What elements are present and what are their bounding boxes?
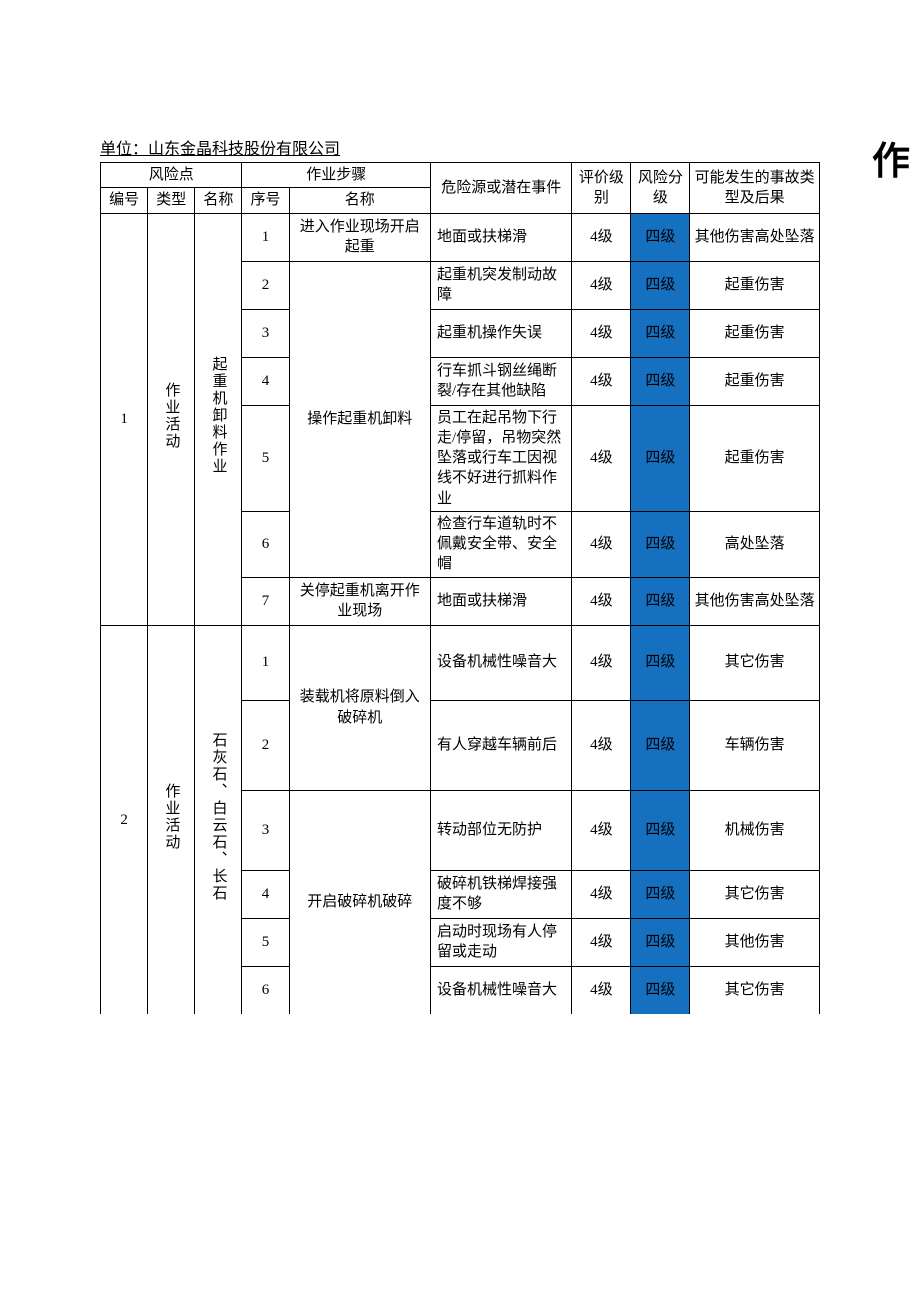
cell-eval: 4级 — [572, 261, 631, 309]
cell-eval: 4级 — [572, 870, 631, 918]
cell-seq: 5 — [242, 405, 289, 511]
table-row: 1作业活动起重机卸料作业1进入作业现场开启起重地面或扶梯滑4级四级其他伤害高处坠… — [101, 213, 820, 261]
hdr-risk: 风险分级 — [631, 163, 690, 214]
cell-conseq: 起重伤害 — [690, 357, 820, 405]
hdr-eval: 评价级别 — [572, 163, 631, 214]
cell-eval: 4级 — [572, 700, 631, 790]
cell-eval: 4级 — [572, 625, 631, 700]
cell-hazard: 地面或扶梯滑 — [431, 577, 572, 625]
cell-conseq: 其他伤害高处坠落 — [690, 213, 820, 261]
cell-risk: 四级 — [631, 405, 690, 511]
cell-hazard: 员工在起吊物下行走/停留，吊物突然坠落或行车工因视线不好进行抓料作业 — [431, 405, 572, 511]
cell-seq: 1 — [242, 213, 289, 261]
cell-step: 进入作业现场开启起重 — [289, 213, 430, 261]
cell-name: 石灰石、白云石、长石 — [195, 625, 242, 1014]
cell-eval: 4级 — [572, 213, 631, 261]
cell-risk: 四级 — [631, 577, 690, 625]
cell-risk: 四级 — [631, 309, 690, 357]
cell-eval: 4级 — [572, 966, 631, 1014]
hdr-name: 名称 — [195, 188, 242, 213]
cell-seq: 6 — [242, 966, 289, 1014]
cell-hazard: 地面或扶梯滑 — [431, 213, 572, 261]
hdr-hazard: 危险源或潜在事件 — [431, 163, 572, 214]
cell-step: 关停起重机离开作业现场 — [289, 577, 430, 625]
cell-risk: 四级 — [631, 790, 690, 870]
cell-seq: 3 — [242, 790, 289, 870]
cell-conseq: 机械伤害 — [690, 790, 820, 870]
hdr-conseq: 可能发生的事故类型及后果 — [690, 163, 820, 214]
cell-hazard: 设备机械性噪音大 — [431, 625, 572, 700]
cell-hazard: 行车抓斗钢丝绳断裂/存在其他缺陷 — [431, 357, 572, 405]
cell-seq: 1 — [242, 625, 289, 700]
cell-seq: 3 — [242, 309, 289, 357]
cell-conseq: 起重伤害 — [690, 309, 820, 357]
cell-type: 作业活动 — [148, 625, 195, 1014]
hdr-type: 类型 — [148, 188, 195, 213]
cell-eval: 4级 — [572, 511, 631, 577]
table-body: 1作业活动起重机卸料作业1进入作业现场开启起重地面或扶梯滑4级四级其他伤害高处坠… — [101, 213, 820, 1014]
hdr-step-name: 名称 — [289, 188, 430, 213]
cell-hazard: 破碎机铁梯焊接强度不够 — [431, 870, 572, 918]
cell-risk: 四级 — [631, 357, 690, 405]
cell-eval: 4级 — [572, 357, 631, 405]
cell-conseq: 其它伤害 — [690, 966, 820, 1014]
cell-risk: 四级 — [631, 966, 690, 1014]
cell-conseq: 起重伤害 — [690, 405, 820, 511]
cell-risk: 四级 — [631, 625, 690, 700]
cell-conseq: 车辆伤害 — [690, 700, 820, 790]
unit-name: 山东金晶科技股份有限公司 — [148, 141, 340, 158]
risk-table: 风险点 作业步骤 危险源或潜在事件 评价级别 风险分级 可能发生的事故类型及后果… — [100, 162, 820, 1014]
table-header: 风险点 作业步骤 危险源或潜在事件 评价级别 风险分级 可能发生的事故类型及后果… — [101, 163, 820, 214]
unit-line: 单位：山东金晶科技股份有限公司 — [100, 135, 920, 159]
cell-eval: 4级 — [572, 918, 631, 966]
cell-eval: 4级 — [572, 790, 631, 870]
cell-hazard: 有人穿越车辆前后 — [431, 700, 572, 790]
cell-no: 1 — [101, 213, 148, 625]
cell-step: 装载机将原料倒入破碎机 — [289, 625, 430, 790]
cell-risk: 四级 — [631, 918, 690, 966]
cell-risk: 四级 — [631, 261, 690, 309]
cell-conseq: 高处坠落 — [690, 511, 820, 577]
cell-eval: 4级 — [572, 405, 631, 511]
cell-hazard: 起重机突发制动故障 — [431, 261, 572, 309]
cell-seq: 4 — [242, 357, 289, 405]
cell-hazard: 检查行车道轨时不佩戴安全带、安全帽 — [431, 511, 572, 577]
cell-seq: 7 — [242, 577, 289, 625]
cell-hazard: 启动时现场有人停留或走动 — [431, 918, 572, 966]
hdr-work-step: 作业步骤 — [242, 163, 431, 188]
cell-step: 操作起重机卸料 — [289, 261, 430, 577]
cell-seq: 2 — [242, 700, 289, 790]
cell-seq: 4 — [242, 870, 289, 918]
cell-conseq: 其它伤害 — [690, 625, 820, 700]
cell-conseq: 其他伤害高处坠落 — [690, 577, 820, 625]
cell-seq: 5 — [242, 918, 289, 966]
unit-label: 单位： — [100, 141, 148, 158]
cell-eval: 4级 — [572, 309, 631, 357]
cell-hazard: 转动部位无防护 — [431, 790, 572, 870]
cell-no: 2 — [101, 625, 148, 1014]
cell-risk: 四级 — [631, 511, 690, 577]
cell-name: 起重机卸料作业 — [195, 213, 242, 625]
cell-type: 作业活动 — [148, 213, 195, 625]
cell-eval: 4级 — [572, 577, 631, 625]
cell-risk: 四级 — [631, 870, 690, 918]
cell-conseq: 起重伤害 — [690, 261, 820, 309]
cell-risk: 四级 — [631, 700, 690, 790]
table-row: 2作业活动石灰石、白云石、长石1装载机将原料倒入破碎机设备机械性噪音大4级四级其… — [101, 625, 820, 700]
document-page: 作 单位：山东金晶科技股份有限公司 风险点 作业步骤 危险源或潜在事件 评价级别… — [0, 135, 920, 1014]
hdr-seq: 序号 — [242, 188, 289, 213]
cell-hazard: 设备机械性噪音大 — [431, 966, 572, 1014]
cell-conseq: 其他伤害 — [690, 918, 820, 966]
cell-hazard: 起重机操作失误 — [431, 309, 572, 357]
cell-risk: 四级 — [631, 213, 690, 261]
cell-seq: 6 — [242, 511, 289, 577]
cell-step: 开启破碎机破碎 — [289, 790, 430, 1014]
cell-seq: 2 — [242, 261, 289, 309]
hdr-no: 编号 — [101, 188, 148, 213]
partial-title: 作 — [872, 130, 910, 185]
hdr-risk-point: 风险点 — [101, 163, 242, 188]
cell-conseq: 其它伤害 — [690, 870, 820, 918]
